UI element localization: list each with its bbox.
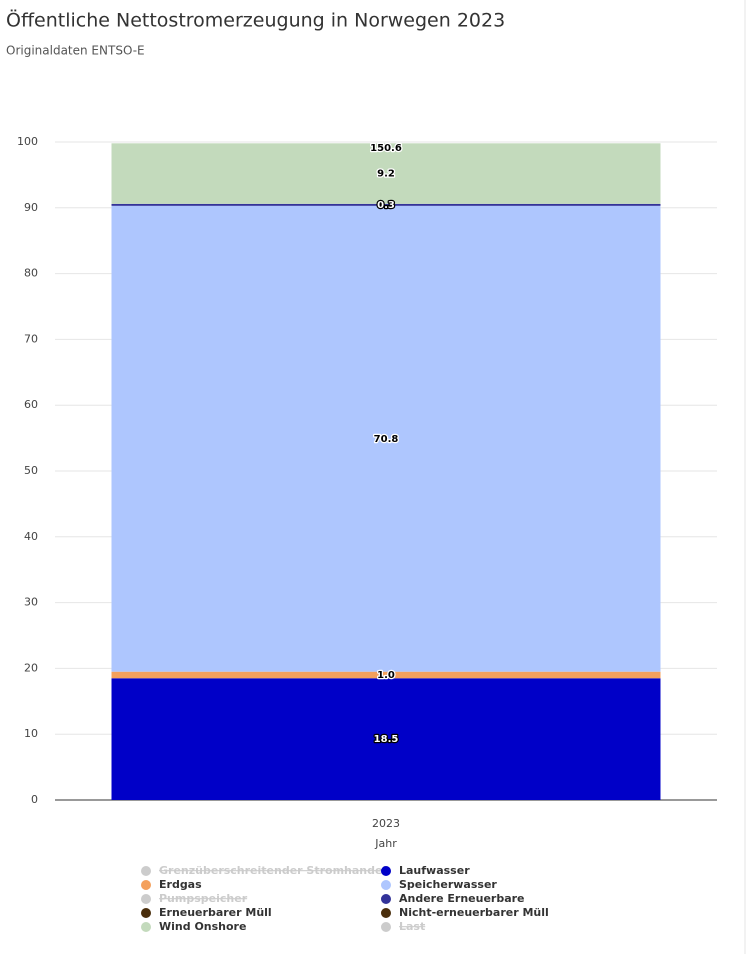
data-label: 70.8 — [374, 434, 399, 445]
total-label: 150.6 — [370, 143, 402, 154]
y-tick-label: 90 — [24, 201, 38, 214]
data-label: 0.3 — [377, 200, 395, 211]
x-axis-label: Jahr — [374, 837, 397, 850]
legend-marker — [141, 894, 151, 904]
y-tick-label: 60 — [24, 398, 38, 411]
chart-subtitle: Originaldaten ENTSO-E — [6, 44, 145, 58]
legend-marker — [381, 908, 391, 918]
chart-title: Öffentliche Nettostromerzeugung in Norwe… — [6, 9, 505, 32]
data-label: 18.5 — [374, 734, 399, 745]
legend-label: Erneuerbarer Müll — [159, 906, 272, 919]
y-tick-label: 80 — [24, 267, 38, 280]
x-tick-label: 2023 — [372, 817, 400, 830]
legend-item[interactable]: Erdgas — [141, 878, 202, 891]
legend-item[interactable]: Wind Onshore — [141, 920, 246, 933]
y-tick-label: 30 — [24, 596, 38, 609]
legend-label: Speicherwasser — [399, 878, 497, 891]
legend-marker — [141, 880, 151, 890]
y-tick-label: 100 — [17, 135, 38, 148]
legend-item[interactable]: Nicht-erneuerbarer Müll — [381, 906, 549, 919]
legend-label: Last — [399, 920, 425, 933]
legend-marker — [381, 922, 391, 932]
legend-marker — [381, 866, 391, 876]
legend-marker — [141, 866, 151, 876]
legend-marker — [381, 880, 391, 890]
legend-item[interactable]: Andere Erneuerbare — [381, 892, 525, 905]
bar-segment — [111, 203, 661, 206]
legend-item[interactable]: Pumpspeicher — [141, 892, 248, 905]
legend-marker — [141, 908, 151, 918]
data-label: 1.0 — [377, 670, 395, 681]
legend-marker — [141, 922, 151, 932]
y-tick-label: 40 — [24, 530, 38, 543]
legend-item[interactable]: Grenzüberschreitender Stromhandel — [141, 864, 386, 877]
y-tick-label: 10 — [24, 727, 38, 740]
legend-item[interactable]: Last — [381, 920, 425, 933]
y-tick-label: 70 — [24, 332, 38, 345]
bar-segment — [111, 678, 661, 800]
y-tick-label: 20 — [24, 661, 38, 674]
legend-label: Nicht-erneuerbarer Müll — [399, 906, 549, 919]
legend-marker — [381, 894, 391, 904]
bar-segment — [111, 205, 661, 672]
legend-item[interactable]: Laufwasser — [381, 864, 470, 877]
legend-item[interactable]: Speicherwasser — [381, 878, 497, 891]
data-label: 9.2 — [377, 169, 395, 180]
legend-item[interactable]: Erneuerbarer Müll — [141, 906, 272, 919]
y-tick-label: 50 — [24, 464, 38, 477]
bar-segment — [111, 671, 661, 679]
y-tick-label: 0 — [31, 793, 38, 806]
bar-segment — [111, 143, 661, 204]
legend-label: Pumpspeicher — [159, 892, 248, 905]
legend-label: Laufwasser — [399, 864, 470, 877]
legend-label: Erdgas — [159, 878, 202, 891]
legend-label: Grenzüberschreitender Stromhandel — [159, 864, 386, 877]
legend-label: Andere Erneuerbare — [399, 892, 525, 905]
legend-label: Wind Onshore — [159, 920, 246, 933]
